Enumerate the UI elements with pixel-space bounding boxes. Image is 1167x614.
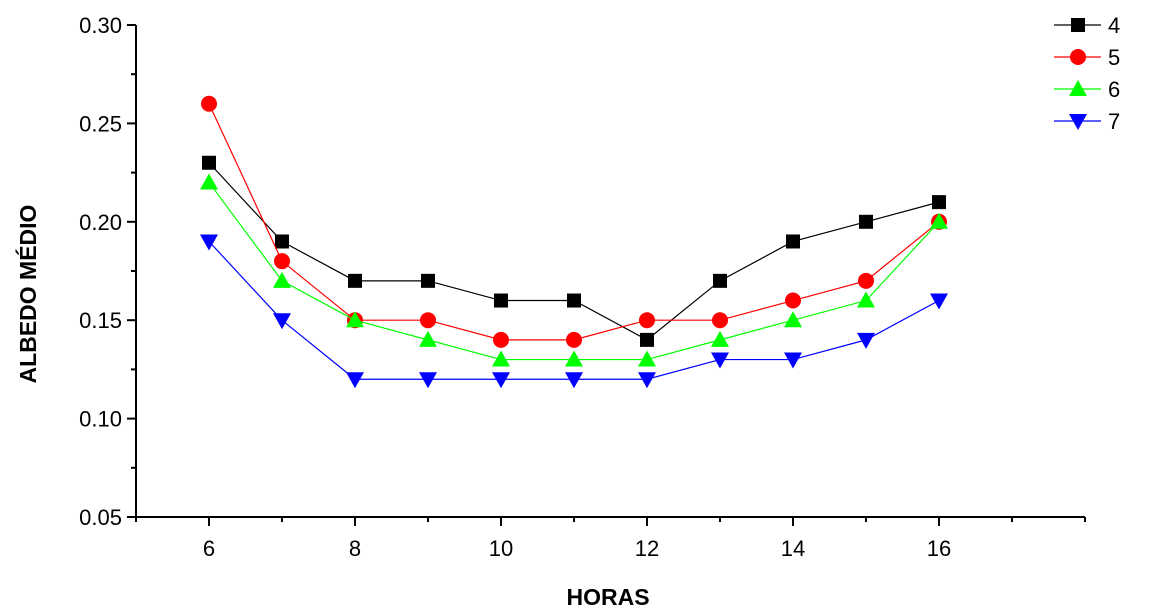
- data-point: [638, 372, 656, 389]
- data-point: [566, 331, 582, 348]
- data-point: [346, 311, 364, 328]
- data-point: [419, 372, 437, 389]
- data-point: [492, 350, 510, 367]
- data-point: [930, 293, 948, 310]
- x-tick-label: 8: [349, 536, 361, 561]
- data-point: [930, 212, 948, 229]
- legend: 4 5 6 7: [1054, 13, 1120, 134]
- x-tick-label: 10: [489, 536, 513, 561]
- data-point: [784, 311, 802, 328]
- data-point: [786, 234, 800, 249]
- legend-marker: [1071, 18, 1085, 32]
- data-point: [640, 332, 654, 347]
- legend-label: 4: [1108, 13, 1120, 38]
- data-point: [494, 293, 508, 308]
- data-point: [932, 195, 946, 210]
- data-point: [201, 95, 217, 112]
- data-point: [275, 234, 289, 249]
- data-point: [784, 352, 802, 369]
- data-point: [713, 273, 727, 288]
- y-tick-label: 0.30: [79, 13, 122, 38]
- series-layer: [200, 95, 948, 389]
- series-line: [208, 162, 940, 341]
- data-point: [420, 312, 436, 329]
- data-point: [859, 214, 873, 229]
- data-point: [565, 350, 583, 367]
- x-tick-label: 16: [927, 536, 951, 561]
- y-tick-label: 0.25: [79, 111, 122, 136]
- x-tick-label: 14: [781, 536, 805, 561]
- data-point: [273, 313, 291, 330]
- x-axis-title: HORAS: [566, 584, 649, 610]
- series-4: [202, 155, 946, 347]
- data-point: [492, 372, 510, 389]
- legend-item-4: 4: [1054, 13, 1120, 38]
- data-point: [202, 155, 216, 170]
- series-7: [200, 234, 948, 389]
- data-point: [200, 234, 218, 251]
- y-tick-label: 0.05: [79, 505, 122, 530]
- legend-item-7: 7: [1054, 109, 1120, 134]
- data-point: [274, 253, 290, 270]
- data-point: [857, 332, 875, 349]
- legend-marker: [1069, 114, 1087, 130]
- series-5: [201, 95, 947, 348]
- legend-label: 5: [1108, 45, 1120, 70]
- data-point: [565, 372, 583, 389]
- data-point: [273, 271, 291, 288]
- data-point: [419, 330, 437, 347]
- legend-item-5: 5: [1054, 45, 1120, 70]
- x-tick-label: 6: [203, 536, 215, 561]
- y-tick-label: 0.10: [79, 407, 122, 432]
- legend-item-6: 6: [1054, 77, 1120, 102]
- data-point: [348, 273, 362, 288]
- legend-label: 6: [1108, 77, 1120, 102]
- axes: 0.05 0.10 0.15 0.20 0.25 0.30 6 8 10 12 14 16: [79, 13, 1086, 561]
- data-point: [421, 273, 435, 288]
- y-tick-label: 0.20: [79, 210, 122, 235]
- data-point: [567, 293, 581, 308]
- legend-label: 7: [1108, 109, 1120, 134]
- data-point: [857, 291, 875, 308]
- data-point: [638, 350, 656, 367]
- series-6: [200, 173, 948, 367]
- data-point: [346, 372, 364, 389]
- y-axis-title: ALBEDO MÉDIO: [14, 205, 41, 384]
- data-point: [785, 292, 801, 309]
- data-point: [858, 272, 874, 289]
- data-point: [639, 312, 655, 329]
- y-tick-label: 0.15: [79, 308, 122, 333]
- data-point: [200, 173, 218, 190]
- data-point: [711, 330, 729, 347]
- data-point: [712, 312, 728, 329]
- x-tick-label: 12: [635, 536, 659, 561]
- data-point: [711, 352, 729, 369]
- legend-marker: [1070, 49, 1086, 65]
- data-point: [493, 331, 509, 348]
- legend-marker: [1069, 80, 1087, 96]
